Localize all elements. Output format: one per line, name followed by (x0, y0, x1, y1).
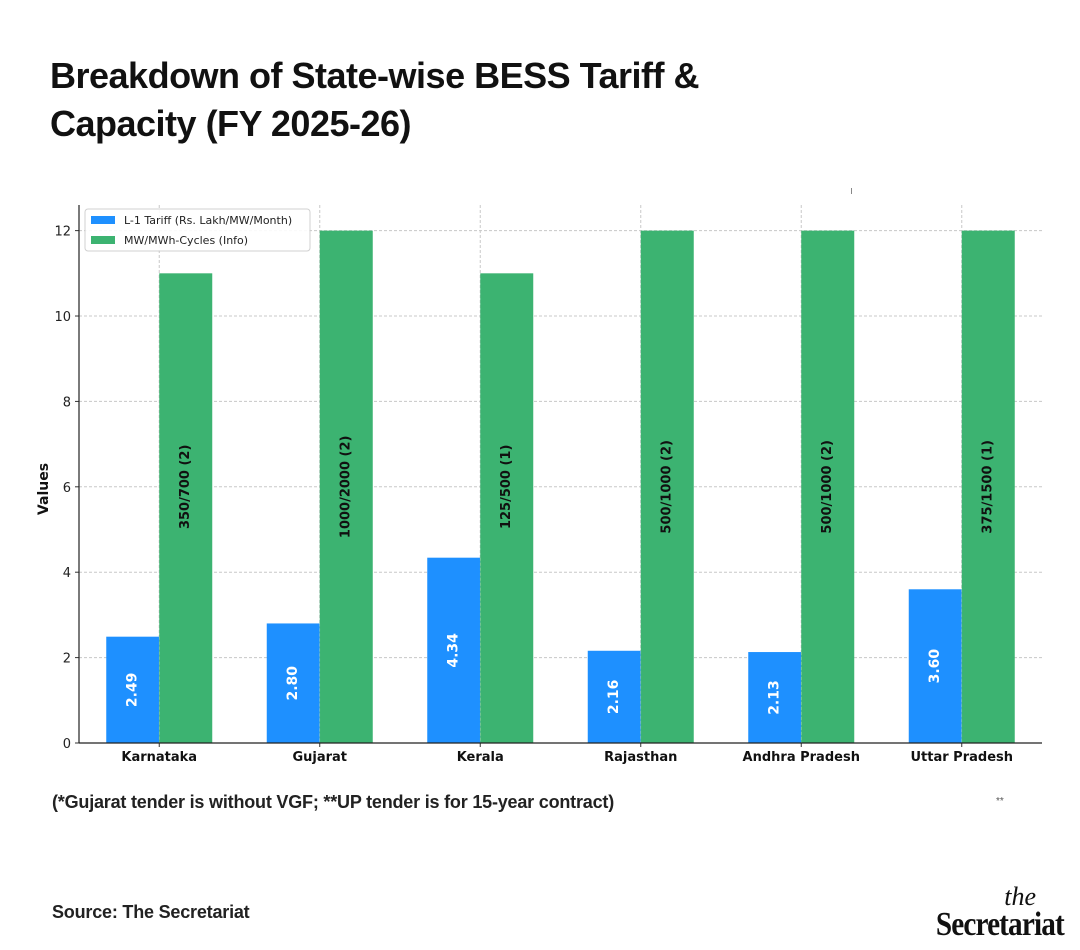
footnote: (*Gujarat tender is without VGF; **UP te… (52, 792, 614, 812)
source-note: Source: The Secretariat (52, 902, 250, 922)
logo-name: Secretariat (935, 906, 1065, 943)
x-tick-label: Gujarat (292, 750, 347, 765)
tariff-data-label: 3.60 (927, 649, 943, 684)
capacity-bar (961, 230, 1015, 744)
y-tick-label: 6 (63, 481, 71, 496)
tariff-data-label: 2.16 (606, 680, 622, 715)
capacity-data-label: 125/500 (1) (499, 445, 514, 529)
axes (75, 205, 1042, 747)
y-tick-label: 0 (63, 737, 71, 752)
y-tick-label: 10 (54, 310, 71, 325)
capacity-data-label: 500/1000 (2) (660, 440, 675, 534)
legend-swatch-tariff (91, 216, 115, 224)
capacity-data-label: 350/700 (2) (178, 445, 193, 529)
x-tick-label: Uttar Pradesh (910, 750, 1013, 765)
legend-label-capacity: MW/MWh-Cycles (Info) (124, 234, 248, 247)
capacity-data-label: 1000/2000 (2) (339, 436, 354, 539)
x-tick-label: Rajasthan (604, 750, 677, 765)
y-tick-label: 4 (63, 566, 71, 581)
tariff-data-label: 2.80 (285, 666, 301, 701)
capacity-bar (159, 273, 213, 743)
legend-swatch-capacity (91, 236, 115, 244)
capacity-data-label: 375/1500 (1) (981, 440, 996, 534)
tariff-bar (748, 652, 802, 743)
y-tick-label: 2 (63, 652, 71, 667)
x-tick-label: Karnataka (121, 750, 197, 765)
tariff-bar (908, 589, 962, 743)
tariff-bar (106, 636, 160, 743)
tariff-bar (587, 650, 641, 743)
tariff-bar (427, 557, 481, 743)
chart-title: Breakdown of State-wise BESS Tariff & Ca… (50, 55, 699, 144)
y-tick-label: 8 (63, 395, 71, 410)
tariff-bar (266, 623, 320, 743)
bar-chart: 0 2 4 6 8 10 12 2.49 350/700 (2) Karnataka 2.80 100… (36, 188, 1042, 765)
x-tick-label: Andhra Pradesh (743, 750, 860, 765)
labels: 0 2 4 6 8 10 12 2.49 350/700 (2) Karnataka 2.80 100… (36, 225, 1013, 765)
x-tick-label: Kerala (457, 750, 504, 765)
y-tick-label: 12 (54, 225, 71, 240)
capacity-data-label: 500/1000 (2) (820, 440, 835, 534)
capacity-bar (319, 230, 373, 744)
legend-label-tariff: L-1 Tariff (Rs. Lakh/MW/Month) (124, 214, 292, 227)
capacity-bar (801, 230, 855, 744)
capacity-bar (480, 273, 534, 743)
legend-box (84, 208, 311, 252)
legend: L-1 Tariff (Rs. Lakh/MW/Month) MW/MWh-Cy… (84, 208, 311, 252)
capacity-bar (640, 230, 694, 744)
stray-mark: ** (996, 796, 1004, 807)
tariff-data-label: 4.34 (446, 633, 462, 668)
tariff-data-label: 2.49 (125, 673, 141, 708)
bars (106, 230, 1015, 744)
y-axis-label: Values (36, 463, 52, 515)
gridlines (79, 205, 1042, 743)
publisher-logo: the Secretariat (915, 882, 1065, 943)
tariff-data-label: 2.13 (767, 680, 783, 715)
logo-the: the (1004, 882, 1036, 911)
stray-tick (851, 188, 852, 194)
